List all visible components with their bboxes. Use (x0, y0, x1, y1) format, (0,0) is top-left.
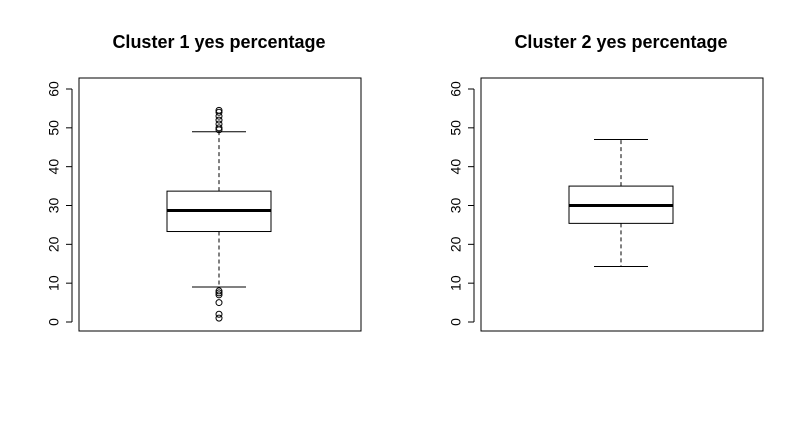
outlier-point (215, 314, 223, 322)
plot-frame (480, 77, 764, 332)
chart-panel-2: Cluster 2 yes percentage 0 10 20 30 40 50 60 (448, 32, 764, 332)
y-tick-label: 20 (46, 236, 62, 252)
chart-panel-1: Cluster 1 yes percentage 0 10 20 30 40 50 60 (46, 32, 362, 332)
y-axis-ticks: 0 10 20 30 40 50 60 (46, 81, 72, 326)
outlier-point (215, 299, 223, 307)
chart-title: Cluster 1 yes percentage (112, 32, 325, 52)
outlier-point (215, 310, 223, 318)
outlier-point (215, 120, 223, 128)
outlier-point (215, 289, 223, 297)
outlier-point (215, 106, 223, 114)
y-tick-label: 60 (46, 81, 62, 97)
boxplot-marks (568, 138, 674, 267)
y-tick-label: 50 (46, 120, 62, 136)
outlier-point (215, 116, 223, 124)
y-tick-label: 30 (46, 198, 62, 214)
y-tick-label: 10 (448, 275, 464, 291)
boxplot-marks (166, 106, 272, 322)
outlier-point (215, 287, 223, 295)
y-tick-label: 60 (448, 81, 464, 97)
y-tick-label: 10 (46, 275, 62, 291)
y-tick-label: 40 (448, 159, 464, 175)
outlier-point (215, 124, 223, 132)
y-tick-label: 40 (46, 159, 62, 175)
outlier-point (215, 108, 223, 116)
y-axis-ticks: 0 10 20 30 40 50 60 (448, 81, 474, 326)
chart-title: Cluster 2 yes percentage (514, 32, 727, 52)
y-tick-label: 30 (448, 198, 464, 214)
y-tick-label: 0 (46, 318, 62, 326)
y-tick-label: 50 (448, 120, 464, 136)
y-tick-label: 20 (448, 236, 464, 252)
plot-frame (78, 77, 362, 332)
y-tick-label: 0 (448, 318, 464, 326)
outlier-point (215, 291, 223, 299)
